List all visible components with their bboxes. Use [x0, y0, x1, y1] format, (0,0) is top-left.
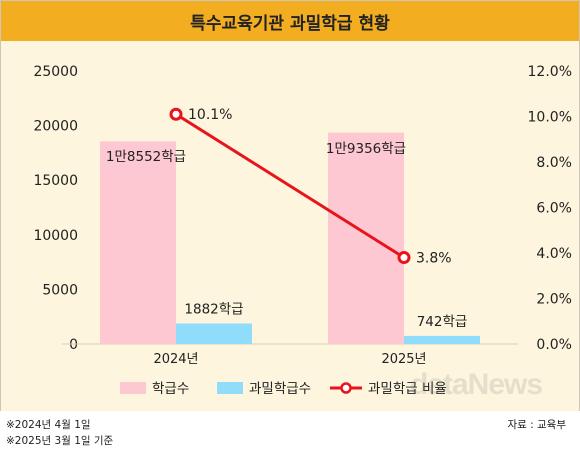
- bar-overcrowded-data-label: 742학급: [417, 314, 468, 330]
- legend-swatch-overcrowded: [217, 382, 243, 394]
- right-axis-tick-label: 4.0%: [536, 246, 572, 262]
- chart-title: 특수교육기관 과밀학급 현황: [190, 13, 390, 34]
- source-label: 자료 : 교육부: [507, 419, 566, 431]
- left-axis-tick-label: 10000: [33, 228, 78, 244]
- bar-classes-data-label: 1만8552학급: [106, 149, 186, 165]
- legend-swatch-classes: [120, 382, 146, 394]
- legend-label-classes: 학급수: [152, 381, 189, 397]
- chart-svg: 0 5000 10000 15000 20000 25000 0.0% 2.0% 4.0% 6.0…: [33, 64, 572, 397]
- left-axis-tick-label: 20000: [33, 119, 78, 135]
- right-axis-tick-label: 2.0%: [536, 292, 572, 308]
- left-axis-tick-label: 5000: [42, 282, 78, 298]
- ratio-data-label: 3.8%: [416, 251, 452, 267]
- plot-area: [1, 41, 579, 411]
- bar-overcrowded-data-label: 1882학급: [184, 301, 243, 317]
- footer: ※2024년 4월 1일 ※2025년 3월 1일 기준 자료 : 교육부: [0, 411, 580, 452]
- bar-overcrowded: [404, 335, 480, 344]
- ratio-point: [169, 107, 183, 121]
- category-label: 2025년: [381, 352, 426, 367]
- legend-label-ratio: 과밀학급 비율: [368, 381, 447, 397]
- right-axis-tick-label: 8.0%: [536, 155, 572, 171]
- bar-classes-data-label: 1만9356학급: [326, 141, 406, 157]
- ratio-point: [397, 251, 411, 265]
- legend-swatch-ratio-marker: [340, 382, 352, 394]
- ratio-line: [175, 112, 405, 259]
- left-axis-tick-label: 0: [69, 337, 78, 353]
- left-axis-tick-label: 25000: [33, 64, 78, 80]
- watermark: dataNews: [410, 368, 543, 401]
- right-axis-tick-label: 0.0%: [536, 337, 572, 353]
- bar-classes: [328, 132, 404, 344]
- bar-classes: [100, 141, 176, 344]
- title-bar: 특수교육기관 과밀학급 현황: [1, 1, 579, 41]
- bar-overcrowded: [176, 323, 252, 344]
- ratio-data-label: 10.1%: [188, 107, 232, 123]
- right-axis-tick-label: 12.0%: [528, 64, 572, 80]
- right-axis-tick-label: 10.0%: [528, 110, 572, 126]
- legend-label-overcrowded: 과밀학급수: [249, 381, 311, 397]
- category-label: 2024년: [153, 352, 198, 367]
- left-axis-tick-label: 15000: [33, 173, 78, 189]
- right-axis-tick-label: 6.0%: [536, 201, 572, 217]
- footnote-date-2025: ※2025년 3월 1일 기준: [6, 435, 114, 447]
- footnote-date-2024: ※2024년 4월 1일: [6, 419, 91, 431]
